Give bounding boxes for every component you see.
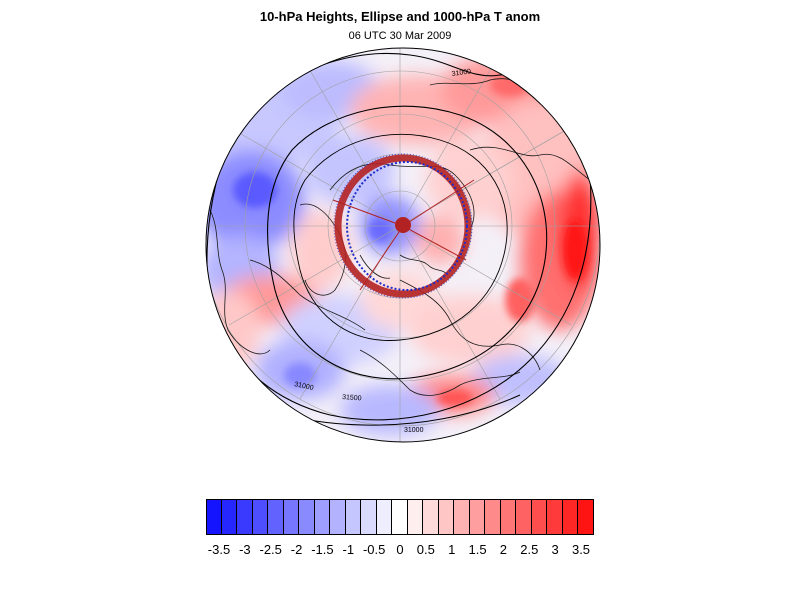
color-legend-tick-label: 3 [551, 542, 559, 557]
color-legend-swatch [252, 499, 269, 535]
color-legend-swatch [392, 499, 408, 535]
color-legend-swatch [407, 499, 424, 535]
color-legend-swatch [562, 499, 579, 535]
map-subtitle: 06 UTC 30 Mar 2009 [348, 30, 452, 42]
color-legend-tick-label: 3.5 [571, 542, 591, 557]
contour-label: 31000 [404, 427, 424, 434]
color-legend-swatch [547, 499, 563, 535]
color-legend-swatch [485, 499, 501, 535]
color-legend-swatch [500, 499, 517, 535]
map-title: 10-hPa Heights, Ellipse and 1000-hPa T a… [259, 9, 541, 24]
ellipse-center-marker [395, 217, 411, 233]
color-legend-tick-label: -1.5 [311, 542, 334, 557]
color-legend-swatch [237, 499, 253, 535]
color-legend-tick-label: 2.5 [520, 542, 539, 557]
color-legend-tick-label: -2 [290, 542, 303, 557]
color-legend-swatch [221, 499, 238, 535]
color-legend-swatch [206, 499, 222, 535]
color-legend-tick-label: -0.5 [362, 542, 386, 557]
color-legend-bar [206, 499, 594, 535]
color-legend-swatch [345, 499, 362, 535]
color-legend-tick-label: 0.5 [416, 542, 435, 557]
color-legend-swatch [299, 499, 315, 535]
color-legend-tick-label: -2.5 [259, 542, 282, 557]
map-boundary [205, 47, 601, 443]
color-legend-tick-label: -3 [239, 542, 251, 557]
graticule [206, 48, 600, 442]
color-legend-swatch [423, 499, 439, 535]
color-legend-swatch [330, 499, 346, 535]
color-legend-swatch [376, 499, 393, 535]
color-legend-tick-label: 0 [396, 542, 404, 557]
temperature-anomaly-field [206, 48, 600, 442]
contour-label: 31000 [294, 381, 315, 392]
color-legend-tick-label: -1 [342, 542, 355, 557]
color-legend-tick-label: 2 [499, 542, 508, 557]
color-legend-swatch [469, 499, 486, 535]
color-legend-tick-label: 1.5 [468, 542, 487, 557]
vortex-ellipse [332, 153, 475, 299]
color-legend-swatch [438, 499, 455, 535]
color-legend-tick-label: 1 [448, 542, 456, 557]
color-legend-swatch [314, 499, 331, 535]
color-legend-swatch [283, 499, 300, 535]
color-legend-swatch [516, 499, 532, 535]
contour-label: 31000 [451, 68, 471, 78]
contour-label: 31500 [342, 394, 362, 402]
color-legend-swatch [454, 499, 470, 535]
color-legend-swatch [268, 499, 284, 535]
color-legend-swatch [361, 499, 377, 535]
color-legend-tick-label: -3.5 [207, 542, 231, 557]
color-legend-frame [206, 499, 594, 535]
color-legend-swatch [531, 499, 548, 535]
contour-value-labels: 31000 31000 31000 31500 [294, 68, 472, 434]
coastlines [209, 78, 591, 396]
